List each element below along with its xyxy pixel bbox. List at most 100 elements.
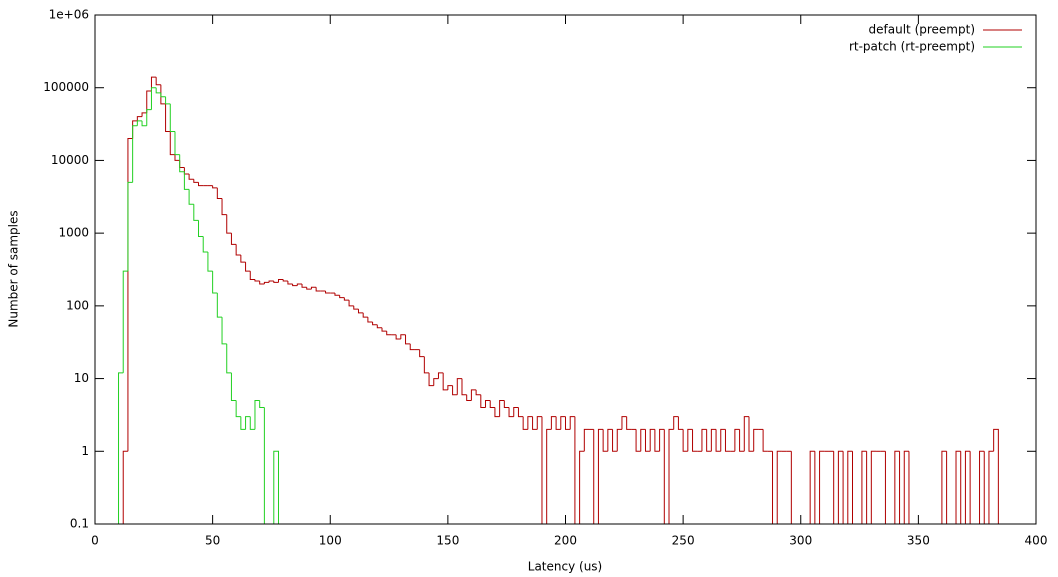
histogram-step [381, 327, 387, 332]
histogram-step [400, 334, 406, 340]
histogram-step [179, 154, 185, 173]
histogram-step [819, 450, 825, 524]
histogram-step [122, 450, 128, 524]
x-tick-label: 100 [319, 534, 342, 548]
histogram-step [626, 416, 632, 430]
histogram-step [325, 291, 331, 294]
histogram-step [188, 189, 194, 205]
histogram-step [245, 416, 251, 430]
histogram-step [353, 305, 359, 310]
histogram-step [960, 451, 962, 524]
histogram-step [132, 120, 138, 139]
histogram-step [908, 451, 910, 524]
histogram-step [155, 87, 161, 94]
x-tick-label: 350 [907, 534, 930, 548]
histogram-step [842, 451, 844, 524]
histogram-step [174, 131, 180, 156]
histogram-step [146, 109, 152, 126]
histogram-step [230, 233, 237, 245]
histogram-step [649, 428, 655, 452]
histogram-step [517, 407, 524, 418]
histogram-step [979, 450, 985, 524]
y-tick-label: 0.1 [70, 517, 89, 531]
histogram-step [230, 372, 237, 401]
histogram-step [132, 125, 138, 183]
histogram-step [941, 450, 947, 524]
histogram-step [466, 394, 472, 401]
histogram-step [362, 312, 368, 318]
histogram-step [494, 407, 500, 418]
histogram-step [602, 429, 608, 452]
histogram-step [428, 372, 434, 387]
histogram-step [555, 416, 561, 430]
histogram-step [212, 185, 218, 189]
histogram-step [710, 428, 717, 452]
histogram-step [263, 407, 265, 524]
histogram-step [574, 416, 576, 524]
histogram-step [635, 429, 641, 452]
histogram-step [640, 428, 646, 452]
histogram-step [969, 451, 971, 524]
histogram-step [259, 400, 265, 409]
histogram-step [423, 356, 430, 374]
histogram-step [292, 283, 298, 287]
histogram-step [861, 450, 867, 524]
histogram-step [607, 428, 613, 452]
histogram-step [983, 451, 985, 524]
histogram-step [654, 429, 660, 452]
y-tick-label: 1000 [58, 226, 89, 240]
plot-border [94, 14, 1037, 525]
histogram-step [437, 372, 444, 379]
histogram-step [212, 271, 218, 294]
x-tick-label: 150 [436, 534, 459, 548]
histogram-step [169, 103, 175, 132]
x-tick-label: 200 [554, 534, 577, 548]
histogram-step [833, 451, 835, 524]
histogram-step [527, 416, 533, 430]
histogram-step [964, 450, 971, 524]
histogram-step [268, 280, 274, 283]
histogram-step [597, 428, 604, 524]
histogram-step [315, 287, 321, 292]
histogram-step [508, 407, 514, 418]
histogram-step [790, 451, 792, 524]
histogram-step [753, 428, 759, 452]
legend-label: rt-patch (rt-preempt) [849, 40, 975, 54]
histogram-step [724, 429, 731, 452]
histogram-step [179, 160, 185, 168]
histogram-step [701, 428, 707, 452]
histogram-step [372, 321, 378, 326]
histogram-step [739, 429, 745, 452]
histogram-step [386, 331, 392, 336]
histogram-step [475, 389, 481, 396]
x-tick-label: 50 [205, 534, 220, 548]
legend-label: default (preempt) [869, 23, 975, 37]
histogram-step [687, 428, 693, 452]
histogram-step [644, 429, 651, 452]
x-tick-label: 250 [672, 534, 695, 548]
y-axis-label: Number of samples [7, 210, 21, 327]
histogram-step [837, 450, 844, 524]
histogram-step [419, 349, 425, 358]
histogram-step [198, 182, 204, 187]
histogram-step [682, 429, 688, 452]
histogram-step [734, 428, 740, 452]
x-axis-label: Latency (us) [528, 560, 602, 574]
histogram-step [376, 324, 383, 329]
histogram-step [235, 400, 241, 418]
histogram-step [188, 174, 194, 180]
histogram-step [513, 407, 519, 417]
histogram-step [249, 416, 255, 430]
histogram-step [988, 450, 994, 524]
histogram-step [348, 300, 354, 307]
histogram-step [715, 429, 721, 452]
histogram-step [193, 204, 199, 221]
histogram-step [442, 372, 448, 391]
histogram-step [174, 154, 180, 161]
histogram-step [809, 450, 815, 524]
histogram-step [870, 450, 877, 524]
histogram-step [155, 77, 161, 86]
histogram-step [367, 317, 373, 323]
